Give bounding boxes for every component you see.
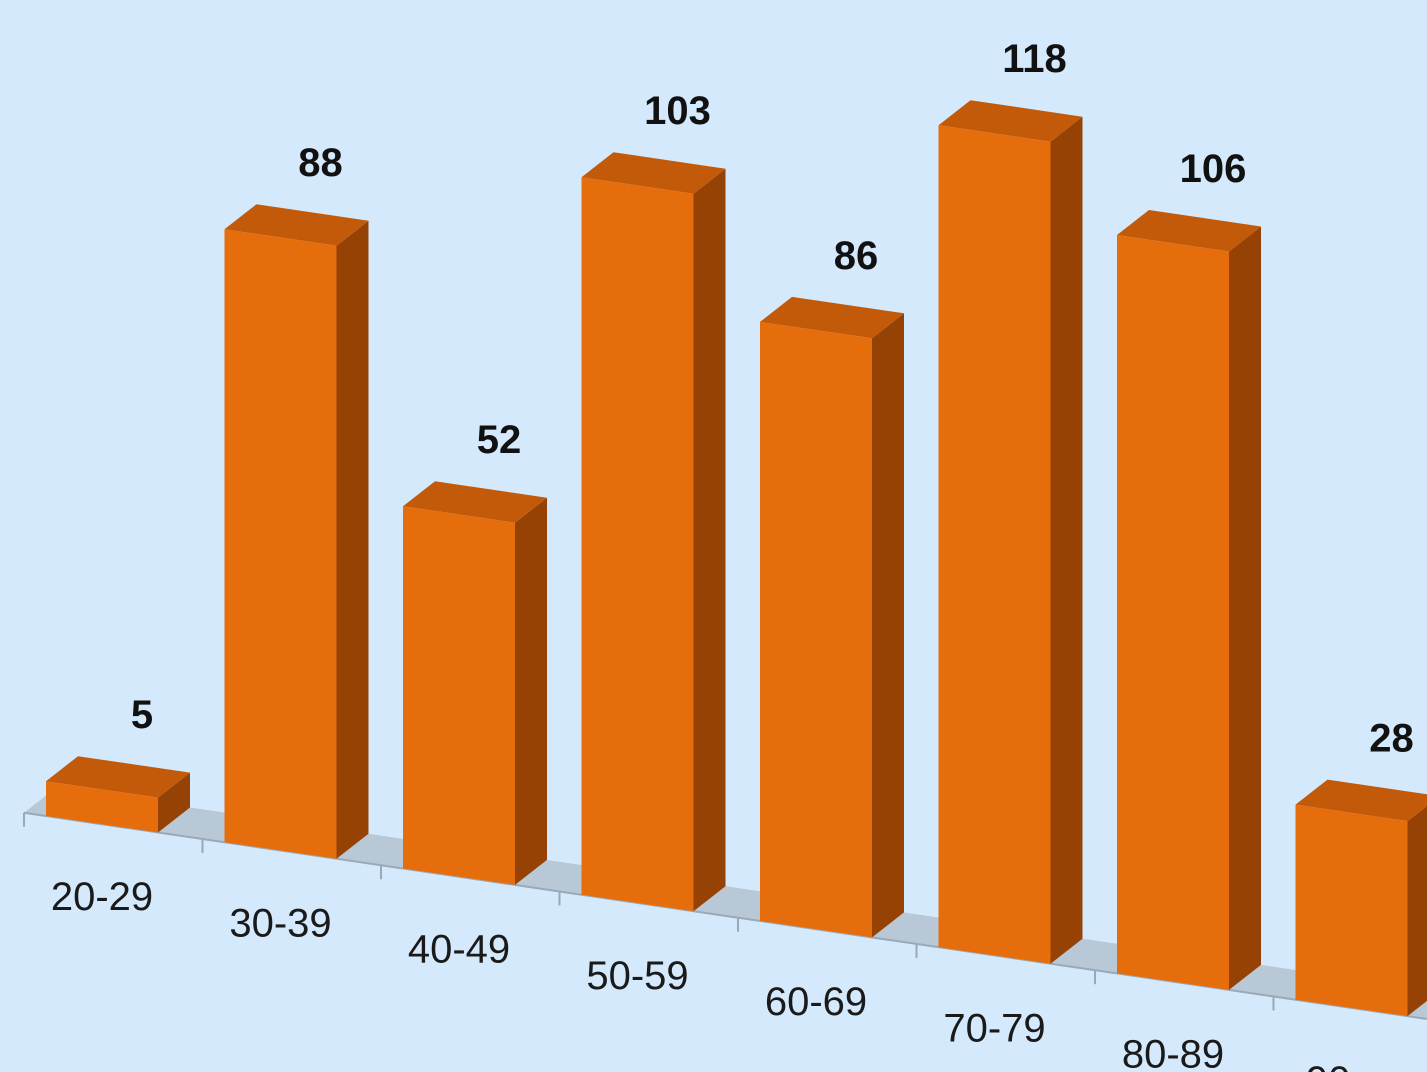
bar-90-...: [1295, 779, 1427, 1017]
x-tick-label: 20-29: [51, 875, 153, 919]
bar-front-face: [46, 781, 158, 833]
bar-top-face: [760, 296, 904, 339]
value-label: 106: [1180, 147, 1247, 191]
x-tick-label: 90-...: [1306, 1059, 1397, 1072]
bar-60-69: [760, 296, 904, 938]
bars-group: [46, 100, 1427, 1017]
bar-50-59: [581, 152, 726, 912]
x-tick-label: 40-49: [408, 928, 510, 972]
bar-front-face: [403, 506, 515, 885]
value-label: 5: [131, 693, 153, 737]
bar-30-39: [224, 204, 369, 859]
value-label: 86: [834, 234, 879, 278]
bar-front-face: [1117, 235, 1229, 990]
x-tick-label: 70-79: [943, 1006, 1045, 1050]
x-tick-label: 60-69: [765, 980, 867, 1024]
bar-top-face: [581, 152, 726, 194]
bar-top-face: [46, 756, 190, 798]
bar-top-face: [224, 204, 369, 246]
bar-front-face: [1295, 804, 1408, 1017]
bar-side-face: [1407, 805, 1427, 1017]
bar-side-face: [693, 168, 726, 912]
value-labels-group: 5 88 52 103 86 118 106 28: [131, 37, 1414, 760]
x-tick-label: 50-59: [586, 954, 688, 998]
bar-top-face: [938, 100, 1083, 142]
chart-floor: [23, 787, 1427, 1020]
bar-70-79: [938, 100, 1083, 964]
bar-side-face: [515, 497, 547, 885]
bar-40-49: [403, 481, 547, 885]
value-label: 28: [1369, 717, 1414, 761]
bar-20-29: [46, 756, 190, 833]
bar-side-face: [1050, 116, 1083, 964]
bar-80-89: [1117, 210, 1261, 990]
value-label: 103: [644, 89, 711, 133]
value-label: 88: [298, 141, 343, 185]
bar-top-face: [1295, 779, 1427, 822]
bar-front-face: [581, 177, 694, 912]
x-axis-tick-labels: 20-29 30-39 40-49 50-59 60-69 70-79 80-89 90-..…: [51, 875, 1397, 1072]
bar-top-face: [403, 481, 547, 523]
floor-front-edge: [23, 811, 1427, 1020]
bar-side-face: [336, 220, 369, 859]
bar-front-face: [224, 229, 337, 859]
value-label: 52: [477, 418, 522, 462]
x-tick-label: 80-89: [1122, 1033, 1224, 1072]
bar-side-face: [158, 772, 190, 833]
bar-side-face: [1229, 226, 1261, 990]
bar-front-face: [760, 321, 872, 938]
bar-front-face: [938, 125, 1051, 964]
x-tick-label: 30-39: [229, 901, 331, 945]
value-label: 118: [1002, 37, 1067, 81]
bar-top-face: [1117, 210, 1261, 252]
bar-side-face: [872, 313, 904, 938]
floor-surface: [24, 787, 1427, 1019]
